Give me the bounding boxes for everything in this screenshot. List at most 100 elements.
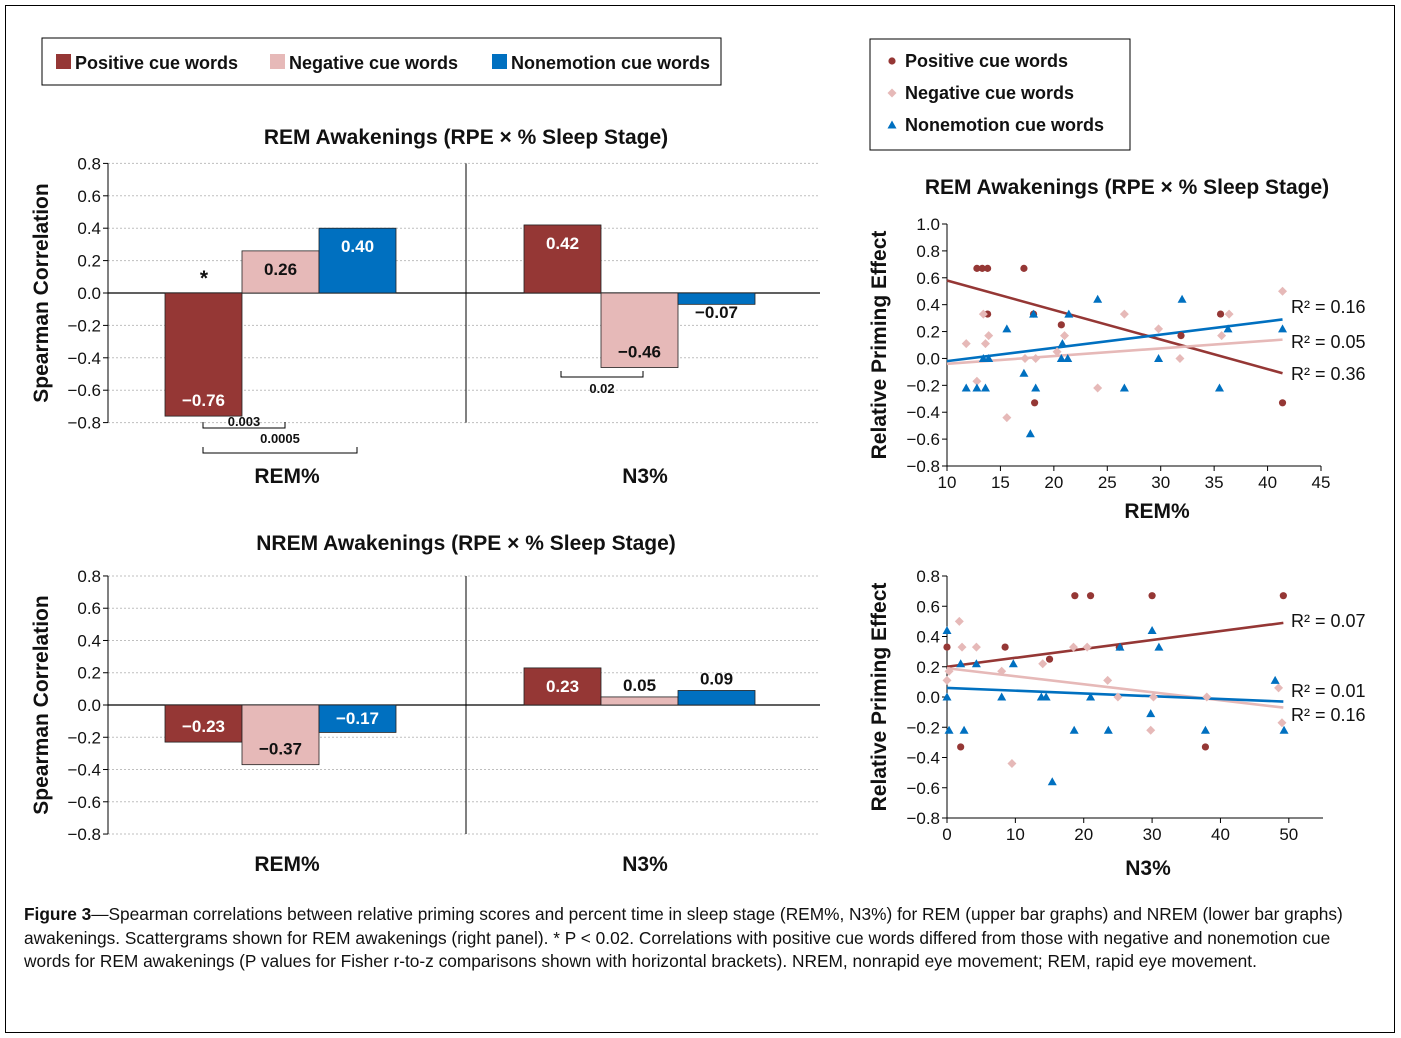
- figure-caption: Figure 3—Spearman correlations between r…: [24, 903, 1379, 974]
- rem-scatter-title: REM Awakenings (RPE × % Sleep Stage): [925, 176, 1329, 199]
- n3-scatter-ytick-label: 0.6: [916, 597, 940, 616]
- rem-scatter-xtick-label: 10: [938, 473, 957, 492]
- n3-scatter-point: [943, 676, 952, 685]
- nrem-bar-title: NREM Awakenings (RPE × % Sleep Stage): [256, 532, 676, 555]
- n3-scatter-point: [943, 643, 950, 650]
- n3-scatter-point: [955, 617, 964, 626]
- n3-scatter-ytick-label: −0.6: [906, 779, 940, 798]
- rem-scatter-point: [1278, 287, 1287, 296]
- rem-scatter-ytick-label: 0.0: [916, 349, 940, 368]
- n3-scatter-ytick-label: −0.8: [906, 809, 940, 828]
- n3-scatter-point: [1148, 592, 1155, 599]
- rem-scatter-xtick-label: 25: [1098, 473, 1117, 492]
- rem-bar-ylabel: Spearman Correlation: [30, 183, 53, 402]
- rem-scatter-point: [1278, 324, 1287, 332]
- n3-scatter-point: [1148, 626, 1157, 634]
- rem-scatter-xtick-label: 35: [1205, 473, 1224, 492]
- rem-bar-bar-label: −0.07: [695, 303, 738, 322]
- rem-bar-bar-label: 0.40: [341, 237, 374, 256]
- scatter-legend-marker-1: [888, 89, 897, 98]
- n3-scatter-point: [997, 693, 1006, 701]
- rem-scatter-point: [1120, 310, 1129, 319]
- nrem-bar-ytick-label: 0.2: [77, 664, 101, 683]
- n3-scatter-ytick-label: −0.4: [906, 749, 940, 768]
- n3-scatter-xtick-label: 30: [1143, 825, 1162, 844]
- rem-scatter-xtick-label: 20: [1044, 473, 1063, 492]
- rem-scatter-ytick-label: 0.8: [916, 242, 940, 261]
- n3-scatter-point: [956, 659, 965, 667]
- nrem-bar-ytick-label: −0.6: [67, 793, 101, 812]
- rem-scatter-point: [1120, 384, 1129, 392]
- n3-scatter-r2-label: R² = 0.16: [1291, 705, 1366, 725]
- rem-scatter-r2-label: R² = 0.16: [1291, 297, 1366, 317]
- rem-bar-ytick-label: 0.2: [77, 252, 101, 271]
- rem-scatter-ylabel: Relative Priming Effect: [868, 231, 891, 460]
- nrem-bar-ytick-label: −0.8: [67, 825, 101, 844]
- n3-scatter-point: [1009, 659, 1018, 667]
- n3-scatter-ytick-label: 0.0: [916, 688, 940, 707]
- rem-scatter-point: [1154, 354, 1163, 362]
- rem-scatter-point: [1154, 324, 1163, 333]
- scatter-legend-marker-2: [888, 121, 897, 129]
- n3-scatter-trendline: [947, 623, 1283, 667]
- rem-scatter-ytick-label: −0.2: [906, 376, 940, 395]
- n3-scatter-xtick-label: 50: [1279, 825, 1298, 844]
- rem-bar-bar-label: 0.26: [264, 260, 297, 279]
- bar-legend-swatch-2: [492, 54, 507, 69]
- rem-scatter-r2-label: R² = 0.05: [1291, 332, 1366, 352]
- bracket-0003-label: 0.003: [228, 414, 261, 429]
- n3-scatter-point: [1146, 726, 1155, 735]
- bracket-002: [561, 371, 643, 377]
- n3-scatter-point: [1046, 656, 1053, 663]
- nrem-bar-ylabel: Spearman Correlation: [30, 595, 53, 814]
- figure-3-charts: Positive cue words Negative cue words None…: [0, 0, 1401, 900]
- nrem-bar-ytick-label: −0.2: [67, 728, 101, 747]
- rem-scatter-ytick-label: −0.6: [906, 430, 940, 449]
- nrem-bar-bar: [601, 697, 678, 705]
- nrem-bar-bar-label: 0.09: [700, 669, 733, 688]
- nrem-bar-ytick-label: 0.6: [77, 599, 101, 618]
- bar-legend-swatch-1: [270, 54, 285, 69]
- n3-scatter-point: [1103, 676, 1112, 685]
- rem-scatter-point: [1026, 429, 1035, 437]
- rem-scatter-xtick-label: 45: [1312, 473, 1331, 492]
- rem-scatter-point: [981, 384, 990, 392]
- n3-scatter-point: [1280, 726, 1289, 734]
- n3-scatter-point: [957, 743, 964, 750]
- rem-scatter-ytick-label: 0.2: [916, 323, 940, 342]
- rem-scatter-ytick-label: −0.8: [906, 457, 940, 476]
- bracket-00005-label: 0.0005: [260, 431, 300, 446]
- rem-bar-ytick-label: 0.6: [77, 187, 101, 206]
- rem-scatter-xlabel: REM%: [1124, 500, 1190, 523]
- rem-scatter-point: [984, 331, 993, 340]
- rem-scatter-point: [1093, 384, 1102, 393]
- n3-scatter-point: [1277, 718, 1286, 727]
- rem-scatter-point: [1058, 339, 1067, 347]
- rem-scatter-point: [981, 339, 990, 348]
- rem-scatter-point: [972, 384, 981, 392]
- rem-scatter-point: [1019, 369, 1028, 377]
- rem-scatter-ytick-label: 1.0: [916, 215, 940, 234]
- rem-scatter-ytick-label: 0.6: [916, 269, 940, 288]
- bar-legend-label-2: Nonemotion cue words: [511, 53, 710, 73]
- n3-scatter-r2-label: R² = 0.01: [1291, 681, 1366, 701]
- bar-legend-label-1: Negative cue words: [289, 53, 458, 73]
- rem-scatter-point: [1031, 399, 1038, 406]
- nrem-bar-ytick-label: 0.4: [77, 631, 101, 650]
- nrem-bar-ytick-label: −0.4: [67, 761, 101, 780]
- n3-scatter-point: [1083, 643, 1092, 652]
- rem-scatter-point: [1093, 295, 1102, 303]
- n3-scatter-point: [943, 626, 952, 634]
- n3-scatter-ytick-label: −0.2: [906, 718, 940, 737]
- rem-bar-category-label: N3%: [622, 465, 668, 488]
- rem-bar-ytick-label: −0.6: [67, 381, 101, 400]
- rem-scatter-xtick-label: 40: [1258, 473, 1277, 492]
- rem-scatter-point: [1020, 265, 1027, 272]
- n3-scatter-point: [1271, 676, 1280, 684]
- rem-scatter-point: [1178, 295, 1187, 303]
- rem-bar-bar-label: −0.76: [182, 391, 225, 410]
- rem-bar-bar-label: −0.46: [618, 343, 661, 362]
- rem-bar-title: REM Awakenings (RPE × % Sleep Stage): [264, 126, 668, 149]
- rem-bar-ytick-label: 0.8: [77, 154, 101, 173]
- rem-scatter-ytick-label: 0.4: [916, 296, 940, 315]
